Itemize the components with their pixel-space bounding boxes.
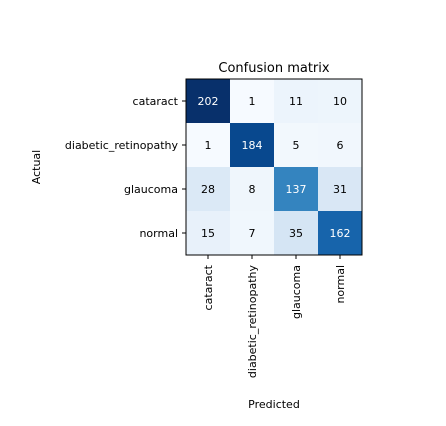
cell-value-label: 137 <box>286 183 307 196</box>
cell-value-label: 35 <box>289 227 303 240</box>
cell-value-label: 1 <box>205 139 212 152</box>
cell-value-label: 10 <box>333 95 347 108</box>
y-axis-label: Actual <box>30 150 43 184</box>
row-tick-label: normal <box>139 227 178 240</box>
row-tick-label: diabetic_retinopathy <box>65 139 179 152</box>
cell-value-label: 202 <box>198 95 219 108</box>
column-tick-label: normal <box>334 265 347 304</box>
column-tick-label: diabetic_retinopathy <box>246 265 259 379</box>
column-tick-label: glaucoma <box>290 265 303 319</box>
cell-value-label: 184 <box>242 139 263 152</box>
cell-value-label: 6 <box>337 139 344 152</box>
cell-value-label: 162 <box>330 227 351 240</box>
row-tick-label: cataract <box>133 95 179 108</box>
cell-value-label: 7 <box>249 227 256 240</box>
cell-value-label: 15 <box>201 227 215 240</box>
column-tick-labels: cataract diabetic_retinopathy glaucoma norm… <box>202 255 347 378</box>
chart-title: Confusion matrix <box>218 61 329 76</box>
column-tick-label: cataract <box>202 264 215 310</box>
cell-value-label: 8 <box>249 183 256 196</box>
cell-value-label: 1 <box>249 95 256 108</box>
x-axis-label: Predicted <box>248 398 300 411</box>
row-tick-label: glaucoma <box>124 183 178 196</box>
cell-value-label: 28 <box>201 183 215 196</box>
cell-value-label: 11 <box>289 95 303 108</box>
row-tick-labels: cataract diabetic_retinopathy glaucoma norm… <box>65 95 186 240</box>
cell-value-label: 5 <box>293 139 300 152</box>
cell-value-label: 31 <box>333 183 347 196</box>
